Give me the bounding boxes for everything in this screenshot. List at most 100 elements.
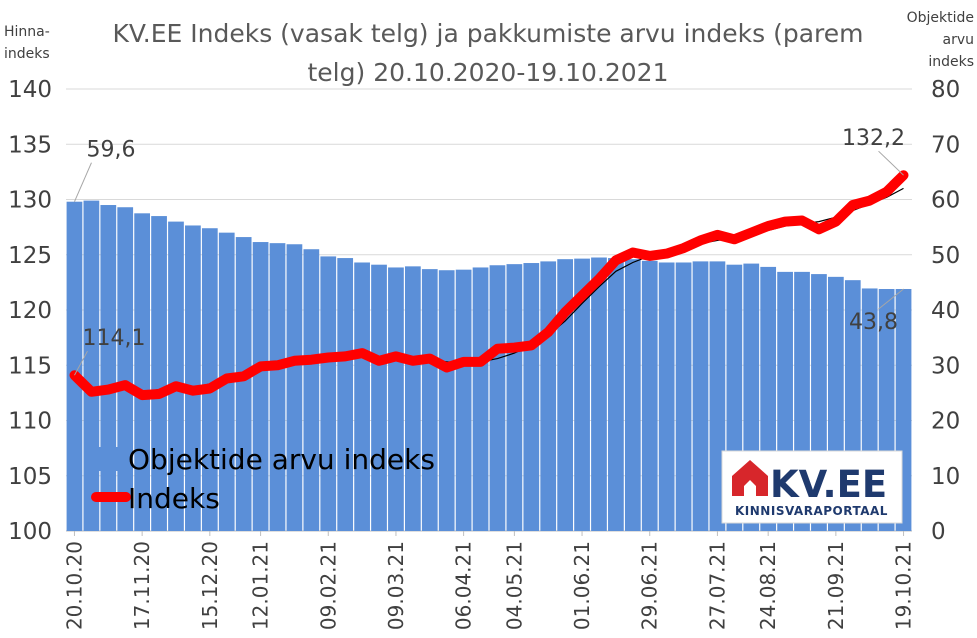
legend-label-line: Indeks [128, 482, 220, 515]
x-tick-label: 01.06.21 [570, 541, 594, 630]
bar [151, 216, 167, 531]
x-tick-label: 04.05.21 [502, 541, 526, 630]
x-tick-label: 20.10.20 [62, 541, 86, 630]
right-tick-label: 60 [931, 188, 960, 214]
annotation-leader [878, 288, 904, 310]
bar [168, 221, 184, 531]
bar [83, 200, 100, 532]
left-tick-label: 110 [8, 409, 52, 435]
left-tick-label: 100 [8, 519, 52, 545]
right-tick-label: 0 [931, 519, 946, 545]
x-axis-ticks: 20.10.20 17.11.20 15.12.20 12.01.21 09.02.21… [62, 531, 916, 630]
bar [472, 267, 489, 531]
index-line-series [69, 170, 909, 401]
bar [489, 265, 506, 531]
chart-title-line-2: telg) 20.10.2020-19.10.2021 [308, 58, 669, 87]
logo-tagline: KINNISVARAPORTAAL [735, 504, 888, 518]
house-icon [732, 460, 768, 496]
x-tick-label: 09.03.21 [384, 541, 408, 630]
bar [134, 213, 151, 531]
bar [506, 264, 523, 531]
left-tick-label: 125 [8, 243, 52, 269]
annotation-leader [878, 150, 904, 176]
right-axis-ticks: 0 10 20 30 40 50 60 70 80 [931, 77, 960, 545]
bar [658, 262, 675, 531]
logo-wordmark: KV.EE [770, 463, 887, 506]
bar [303, 249, 320, 531]
left-tick-label: 135 [8, 132, 52, 158]
left-tick-label: 105 [8, 464, 52, 490]
left-tick-label: 140 [8, 77, 52, 103]
bar [624, 259, 641, 531]
bar [337, 258, 354, 531]
bar [557, 259, 574, 531]
bar [320, 256, 337, 531]
annotation-leader [74, 162, 92, 202]
x-tick-label: 12.01.21 [249, 541, 273, 630]
left-tick-label: 130 [8, 188, 52, 214]
annotation-label: 43,8 [849, 310, 898, 335]
right-tick-label: 80 [931, 77, 960, 103]
bar [286, 244, 303, 531]
legend-swatch-bars [99, 447, 123, 471]
bar [404, 266, 421, 531]
bar [66, 201, 83, 531]
left-axis-ticks: 100 105 110 115 120 125 130 135 140 [8, 77, 52, 545]
right-tick-label: 20 [931, 409, 960, 435]
chart-title-line-1: KV.EE Indeks (vasak telg) ja pakkumiste … [113, 19, 864, 48]
annotation-label: 59,6 [86, 138, 135, 163]
bar [269, 243, 286, 531]
left-tick-label: 115 [8, 353, 52, 379]
bar [523, 263, 540, 531]
bar [354, 262, 370, 531]
bar [540, 261, 557, 531]
right-tick-label: 40 [931, 298, 960, 324]
x-tick-label: 06.04.21 [452, 541, 476, 630]
kv-ee-logo: KV.EE KINNISVARAPORTAAL [721, 450, 903, 524]
bar [574, 258, 590, 531]
bar [692, 261, 709, 531]
bar [608, 258, 624, 531]
index-line [69, 170, 909, 401]
bar [100, 205, 117, 531]
right-tick-label: 50 [931, 243, 960, 269]
right-tick-label: 10 [931, 464, 960, 490]
right-tick-label: 70 [931, 132, 960, 158]
x-tick-label: 24.08.21 [756, 541, 780, 630]
annotation-label: 132,2 [842, 126, 905, 151]
x-tick-label: 09.02.21 [316, 541, 340, 630]
bar [235, 237, 252, 531]
legend: Objektide arvu indeks Indeks [91, 443, 435, 515]
x-tick-label: 19.10.21 [892, 541, 916, 630]
x-tick-label: 29.06.21 [638, 541, 662, 630]
right-tick-label: 30 [931, 353, 960, 379]
bar [709, 261, 726, 531]
annotation-label: 114,1 [82, 326, 145, 351]
left-tick-label: 120 [8, 298, 52, 324]
bar [252, 242, 269, 532]
bar [591, 257, 607, 531]
right-axis-title-line-3: indeks [928, 54, 974, 70]
bar [388, 267, 404, 531]
left-axis-title-line-2: indeks [4, 46, 50, 62]
bar [438, 270, 455, 531]
left-axis-title-line-1: Hinna- [4, 24, 50, 40]
x-tick-label: 21.09.21 [824, 541, 848, 630]
bar [675, 262, 692, 531]
data-annotations: 59,6 114,1 132,2 43,8 [74, 126, 905, 376]
x-tick-label: 17.11.20 [130, 541, 154, 630]
bar-series [66, 200, 912, 532]
bar [185, 225, 201, 531]
right-axis-title-line-1: Objektide [907, 10, 974, 26]
bar [455, 269, 472, 531]
legend-label-bars: Objektide arvu indeks [128, 443, 435, 476]
bar [371, 264, 387, 531]
bar [201, 228, 218, 532]
annotation-leader [74, 350, 88, 376]
right-axis-title-line-2: arvu [943, 32, 975, 48]
bar [641, 260, 658, 531]
x-tick-label: 15.12.20 [198, 541, 222, 630]
bar [421, 269, 438, 531]
x-tick-label: 27.07.21 [705, 541, 729, 630]
